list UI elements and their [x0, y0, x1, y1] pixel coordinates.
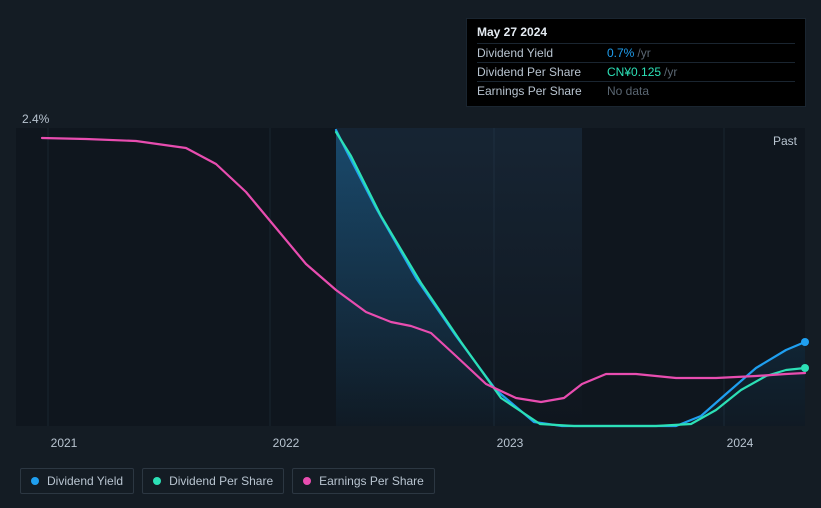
tooltip-row-unit: /yr: [637, 46, 650, 60]
tooltip-row-label: Dividend Yield: [477, 46, 607, 60]
legend-dot-icon: [31, 477, 39, 485]
x-axis-tick-label: 2021: [51, 436, 78, 450]
tooltip-row-value: 0.7%: [607, 46, 634, 60]
tooltip-row-label: Earnings Per Share: [477, 84, 607, 98]
tooltip-row-value: CN¥0.125: [607, 65, 661, 79]
tooltip-row-value: No data: [607, 84, 649, 98]
legend-item[interactable]: Earnings Per Share: [292, 468, 435, 494]
tooltip-row: Dividend Per ShareCN¥0.125/yr: [477, 62, 795, 81]
x-axis-tick-label: 2023: [497, 436, 524, 450]
legend-item-label: Earnings Per Share: [319, 474, 424, 488]
tooltip-row: Dividend Yield0.7%/yr: [477, 43, 795, 62]
tooltip-row-unit: /yr: [664, 65, 677, 79]
legend-item[interactable]: Dividend Per Share: [142, 468, 284, 494]
tooltip-row: Earnings Per ShareNo data: [477, 81, 795, 100]
chart-container: May 27 2024 Dividend Yield0.7%/yrDividen…: [0, 0, 821, 508]
tooltip-row-label: Dividend Per Share: [477, 65, 607, 79]
chart-plot[interactable]: Past: [16, 128, 805, 426]
legend-item-label: Dividend Yield: [47, 474, 123, 488]
chart-legend: Dividend Yield Dividend Per Share Earnings…: [20, 468, 435, 494]
past-label: Past: [773, 134, 797, 148]
chart-area: 2.4% 0% Past 2021202220232024: [16, 106, 805, 456]
y-axis-max-label: 2.4%: [22, 112, 49, 126]
legend-dot-icon: [153, 477, 161, 485]
chart-svg: [16, 128, 805, 426]
legend-dot-icon: [303, 477, 311, 485]
chart-tooltip: May 27 2024 Dividend Yield0.7%/yrDividen…: [466, 18, 806, 107]
legend-item[interactable]: Dividend Yield: [20, 468, 134, 494]
x-axis-tick-label: 2024: [727, 436, 754, 450]
x-axis-tick-label: 2022: [273, 436, 300, 450]
legend-item-label: Dividend Per Share: [169, 474, 273, 488]
tooltip-date: May 27 2024: [477, 25, 795, 39]
